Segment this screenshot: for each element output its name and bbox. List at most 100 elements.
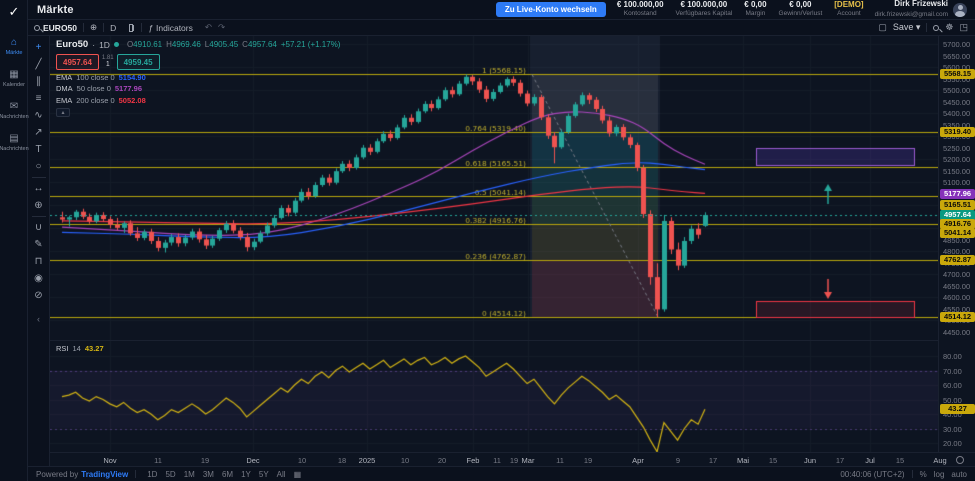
crosshair-icon[interactable]: + [35,42,42,53]
indicator-params: 100 close 0 [76,72,115,82]
tradingview-logo[interactable]: TradingView [81,469,129,479]
range-button-5d[interactable]: 5D [165,469,176,479]
rsi-pane-chart[interactable] [50,341,938,452]
go-to-date-icon[interactable]: ▦ [293,469,302,479]
time-tick[interactable]: Nov [103,456,117,465]
ohlc-value: 4957.64 [247,40,277,49]
range-button-all[interactable]: All [276,469,286,479]
time-tick[interactable]: 10 [297,456,307,465]
sidebar-item-kalender[interactable]: ▦ Kalender [0,70,28,89]
time-tick[interactable]: 20 [437,456,447,465]
app-logo[interactable]: ✓ [0,0,28,24]
time-tick[interactable]: 18 [337,456,347,465]
price-axis[interactable]: 5700.00 5650.00 5600.00 5550.00 5500.00 5450.… [938,36,975,452]
trend-line-icon[interactable]: ╱ [35,59,42,70]
time-tick[interactable]: Mai [736,456,750,465]
hide-drawings-icon[interactable]: ◉ [34,273,43,284]
range-button-3m[interactable]: 3M [202,469,214,479]
indicators-button[interactable]: ƒ Indicators [148,22,193,33]
undo-button[interactable]: ↶ [199,20,218,35]
clock-label[interactable]: 00:40:06 (UTC+2) [840,469,905,479]
legend-collapse-button[interactable]: ▴ [56,107,70,117]
chevron-down-icon: ▾ [915,22,921,32]
time-tick[interactable]: 15 [895,456,905,465]
range-button-1y[interactable]: 1Y [241,469,251,479]
shapes-icon[interactable]: ○ [35,161,42,172]
stat-value: € 100.000,00 [616,0,664,10]
settings-gear-icon[interactable]: ☸ [945,22,954,32]
range-button-6m[interactable]: 6M [221,469,234,479]
collapse-toolbar-icon[interactable]: ‹ [37,314,40,324]
time-tick[interactable]: 19 [583,456,593,465]
avatar[interactable] [953,2,967,17]
zoom-in-icon[interactable]: ⊕ [34,200,43,211]
user-menu[interactable]: Dirk Frizewski dirk.frizewski@gmail.com [875,0,967,20]
range-button-1d[interactable]: 1D [147,469,158,479]
text-icon[interactable]: T [35,144,42,155]
time-tick[interactable]: Jul [865,456,875,465]
stat-value: € 100.000,00 [680,0,728,10]
time-tick[interactable]: Aug [933,456,947,465]
pane-divider[interactable] [50,340,938,341]
stat-label: Account [837,10,861,18]
legend-symbol[interactable]: Euro50 [56,39,89,50]
time-tick[interactable]: 9 [675,456,681,465]
time-tick[interactable]: Jun [803,456,817,465]
switch-to-live-account-button[interactable]: Zu Live-Konto wechseln [495,2,606,17]
indicator-legend-row[interactable]: EMA 200 close 0 5052.08 [56,96,340,105]
quick-search-icon[interactable] [933,24,940,31]
stat-value: [DEMO] [834,0,864,10]
save-button[interactable]: Save ▾ [892,22,921,32]
mail-icon: ✉ [9,101,19,112]
pattern-icon[interactable]: ∿ [34,110,43,121]
symbol-search-button[interactable]: EURO50 [28,20,83,35]
indicator-legend-row[interactable]: DMA 50 close 0 5177.96 [56,84,340,93]
time-axis[interactable]: Nov 11 19 Dec 10 18 2025 10 20 Feb 11 19 Mar 11 19 Apr 9… [50,452,975,466]
remove-drawings-icon[interactable]: ⊘ [34,290,43,301]
time-tick[interactable]: 15 [768,456,778,465]
buy-button[interactable]: 4959.45 [116,54,160,70]
time-tick[interactable]: Apr [632,456,644,465]
time-tick[interactable]: 2025 [358,456,376,465]
compare-button[interactable]: ⊕ [84,20,103,35]
range-button-1m[interactable]: 1M [183,469,195,479]
time-tick[interactable]: Dec [246,456,260,465]
measure-icon[interactable]: ↔ [33,183,44,194]
sidebar-item-märkte[interactable]: ⌂ Märkte [0,38,28,57]
time-tick[interactable]: 17 [708,456,718,465]
fib-retracement-icon[interactable]: ≡ [35,93,42,104]
toggle-log[interactable]: log [933,469,945,479]
indicator-legend-row[interactable]: EMA 100 close 0 5154.90 [56,73,340,82]
fullscreen-icon[interactable]: ◳ [959,22,968,32]
lock-icon[interactable]: ⊓ [34,256,43,267]
time-tick[interactable]: Mar [521,456,535,465]
chart-type-button[interactable] [122,20,141,35]
sell-button[interactable]: 4957.64 [56,54,99,70]
range-button-5y[interactable]: 5Y [258,469,269,479]
sidebar-item-nachrichten[interactable]: ✉ Nachrichten [0,101,29,121]
candlestick-icon [128,23,135,32]
timezone-clock-icon[interactable] [956,456,964,464]
layout-icon[interactable]: ▢ [878,22,887,32]
price-tick: 4700.00 [943,270,971,280]
time-tick[interactable]: 11 [493,456,501,465]
channel-icon[interactable]: ∥ [36,76,41,87]
time-tick[interactable]: 19 [200,456,210,465]
time-tick[interactable]: Feb [466,456,480,465]
time-tick[interactable]: 10 [400,456,410,465]
price-tick: 5650.00 [943,51,971,61]
time-tick[interactable]: 19 [509,456,519,465]
time-tick[interactable]: 17 [835,456,845,465]
drawing-mode-icon[interactable]: ✎ [34,239,43,250]
time-tick[interactable]: 11 [556,456,564,465]
timeframe-button[interactable]: D [110,22,117,33]
magnet-icon[interactable]: ∪ [34,222,43,233]
redo-button[interactable]: ↷ [218,20,231,35]
main-price-chart[interactable] [50,36,938,340]
toggle-auto[interactable]: auto [951,469,967,479]
forecast-icon[interactable]: ↗ [34,127,43,138]
sidebar-item-label: Märkte [5,50,23,56]
toggle-%[interactable]: % [919,469,927,479]
sidebar-item-nachrichten[interactable]: ▤ Nachrichten [0,134,29,153]
time-tick[interactable]: 11 [154,456,162,465]
